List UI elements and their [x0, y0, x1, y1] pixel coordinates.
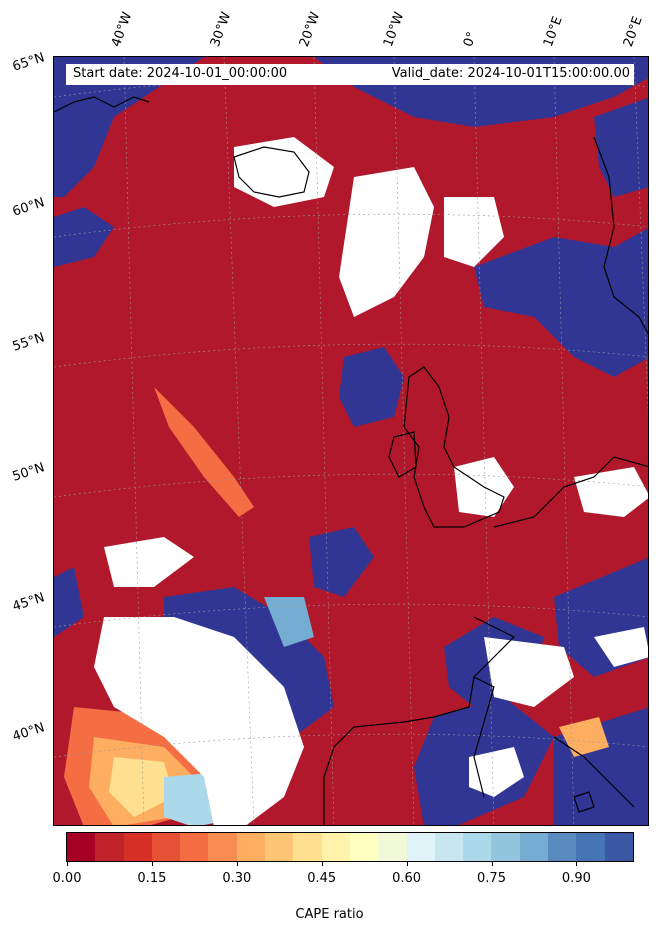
cape-ratio-map [53, 56, 649, 826]
lon-tick-label: 30°W [207, 10, 235, 49]
colorbar-tick [576, 862, 578, 866]
map-field-svg [54, 57, 648, 825]
valid-date-label: Valid_date: 2024-10-01T15:00:00.00 [391, 66, 630, 81]
colorbar-segment [180, 833, 209, 861]
lat-tick-label: 40°N [10, 720, 47, 745]
colorbar-tick-label: 0.60 [392, 871, 422, 886]
lat-tick-label: 55°N [10, 330, 47, 355]
colorbar-segment [378, 833, 407, 861]
colorbar-tick [406, 862, 408, 866]
lon-tick-label: 40°W [108, 10, 136, 49]
colorbar-tick [151, 862, 153, 866]
colorbar [66, 832, 634, 862]
colorbar-tick-label: 0.00 [52, 871, 82, 886]
graticule [54, 57, 648, 825]
colorbar-segment [519, 833, 549, 861]
lon-tick-label: 10°W [380, 10, 408, 49]
lat-tick-label: 50°N [10, 460, 47, 485]
colorbar-segment [67, 833, 96, 861]
lon-tick-label: 10°E [540, 14, 566, 50]
colorbar-tick-label: 0.45 [307, 871, 337, 886]
colorbar-segment [236, 833, 266, 861]
colorbar-segment [491, 833, 520, 861]
date-info-box: Start date: 2024-10-01_00:00:00 Valid_da… [66, 64, 634, 85]
lon-tick-label: 0° [460, 29, 481, 49]
colorbar-tick-label: 0.75 [477, 871, 506, 886]
colorbar-segment [434, 833, 464, 861]
lat-tick-label: 65°N [10, 50, 47, 75]
colorbar-tick [321, 862, 323, 866]
colorbar-title: CAPE ratio [295, 907, 364, 922]
colorbar-segment [321, 833, 350, 861]
lon-tick-label: 20°E [620, 14, 646, 50]
colorbar-segment [548, 833, 577, 861]
missing-data-regions [94, 137, 648, 825]
colorbar-segment [406, 833, 435, 861]
lon-tick-label: 20°W [296, 10, 324, 49]
colorbar-tick [67, 862, 68, 866]
lat-tick-label: 60°N [10, 195, 47, 220]
colorbar-segment [576, 833, 605, 861]
colorbar-segment [293, 833, 322, 861]
colorbar-segment [349, 833, 379, 861]
colorbar-tick-label: 0.30 [222, 871, 252, 886]
colorbar-segment [604, 833, 633, 861]
colorbar-segment [265, 833, 294, 861]
lat-tick-label: 45°N [10, 590, 47, 615]
colorbar-segment [208, 833, 237, 861]
coastlines [54, 96, 648, 825]
colorbar-segment [151, 833, 181, 861]
colorbar-tick [236, 862, 238, 866]
colorbar-segment [123, 833, 152, 861]
colorbar-tick-label: 0.90 [561, 871, 591, 886]
colorbar-segment [463, 833, 492, 861]
start-date-label: Start date: 2024-10-01_00:00:00 [73, 66, 288, 81]
colorbar-segment [95, 833, 124, 861]
colorbar-tick-label: 0.15 [137, 871, 167, 886]
colorbar-tick [491, 862, 493, 866]
